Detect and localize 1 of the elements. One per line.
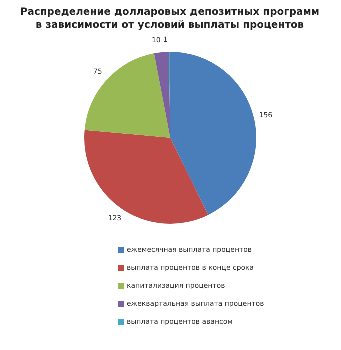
chart-title: Распределение долларовых депозитных программ в зависимости от условий выплаты процентов xyxy=(20,6,320,32)
